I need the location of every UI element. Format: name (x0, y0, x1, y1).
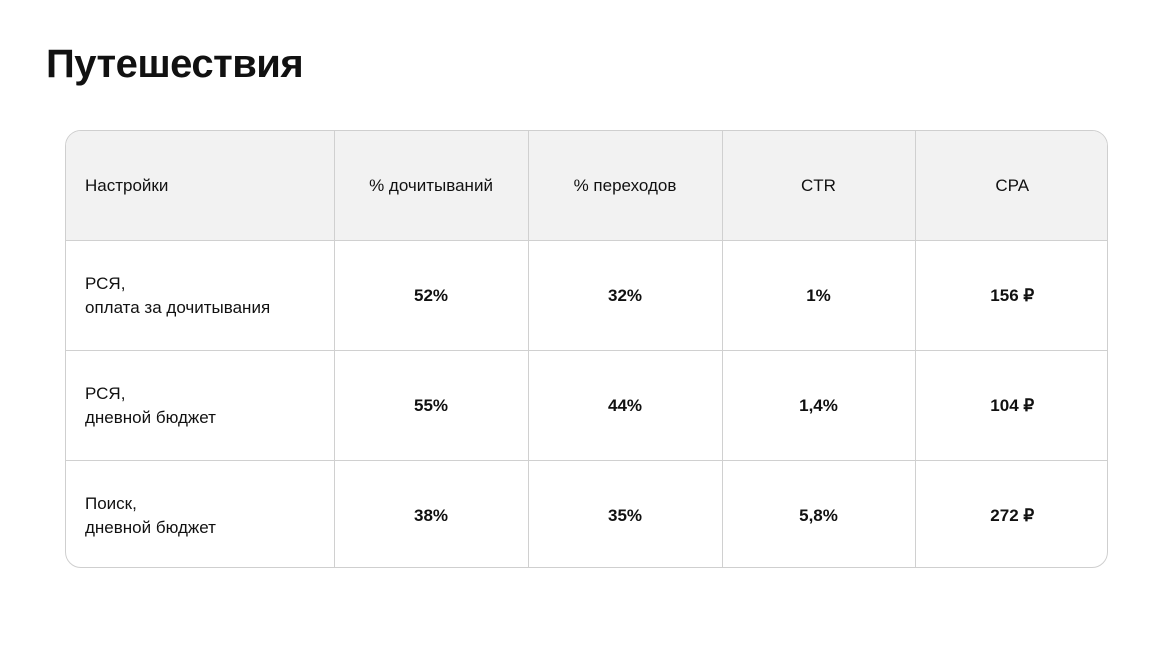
setting-line: дневной бюджет (85, 517, 216, 537)
cell-cpa: 156 ₽ (915, 240, 1107, 351)
table-row: РСЯ, дневной бюджет 55% 44% 1,4% 104 ₽ (66, 350, 1107, 461)
header-read-rate: % дочитываний (334, 131, 529, 241)
cell-setting: РСЯ, дневной бюджет (66, 350, 335, 461)
cell-click-rate: 35% (528, 460, 723, 567)
cell-ctr: 5,8% (722, 460, 916, 567)
cell-ctr: 1,4% (722, 350, 916, 461)
setting-line: дневной бюджет (85, 407, 216, 427)
cell-read-rate: 52% (334, 240, 529, 351)
header-settings: Настройки (66, 131, 335, 241)
cell-click-rate: 32% (528, 240, 723, 351)
header-cpa: CPA (915, 131, 1107, 241)
table-header-row: Настройки % дочитываний % переходов CTR … (66, 131, 1107, 241)
cell-cpa: 272 ₽ (990, 505, 1035, 525)
cell-setting: Поиск, дневной бюджет (66, 460, 335, 567)
setting-line: РСЯ, (85, 273, 126, 293)
table-row: Поиск, дневной бюджет 38% 35% 5,8% 272 ₽ (66, 460, 1107, 567)
cell-click-rate: 44% (528, 350, 723, 461)
setting-line: оплата за дочитывания (85, 297, 271, 317)
page-title: Путешествия (46, 42, 304, 86)
header-ctr: CTR (722, 131, 916, 241)
header-click-rate: % переходов (528, 131, 723, 241)
results-table: Настройки % дочитываний % переходов CTR … (65, 130, 1108, 568)
cell-cpa: 104 ₽ (915, 350, 1107, 461)
cell-setting: РСЯ, оплата за дочитывания (66, 240, 335, 351)
cell-read-rate: 55% (334, 350, 529, 461)
cell-ctr: 1% (722, 240, 916, 351)
setting-line: РСЯ, (85, 383, 126, 403)
setting-line: Поиск, (85, 493, 137, 513)
table-row: РСЯ, оплата за дочитывания 52% 32% 1% 156… (66, 240, 1107, 351)
cell-read-rate: 38% (334, 460, 529, 567)
